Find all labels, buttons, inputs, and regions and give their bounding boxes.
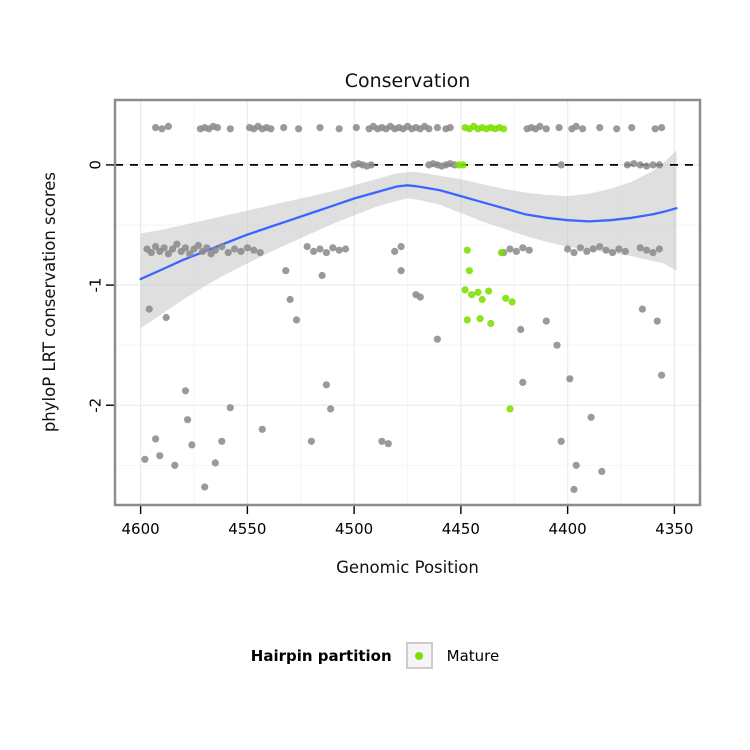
legend: Hairpin partition Mature bbox=[0, 642, 750, 669]
svg-text:4550: 4550 bbox=[228, 520, 266, 538]
svg-text:4600: 4600 bbox=[122, 520, 160, 538]
svg-text:0: 0 bbox=[87, 160, 105, 170]
mature-point-swatch bbox=[415, 651, 424, 660]
svg-text:4350: 4350 bbox=[655, 520, 693, 538]
legend-item-label: Mature bbox=[446, 646, 500, 665]
y-axis-label-text: phyloP LRT conservation scores bbox=[39, 172, 59, 433]
svg-text:4450: 4450 bbox=[442, 520, 480, 538]
plot-panel: 4600 4550 4500 4450 4400 4350 0 -1 -2 bbox=[87, 98, 702, 538]
svg-text:-2: -2 bbox=[87, 398, 105, 413]
y-axis-label: phyloP LRT conservation scores bbox=[32, 100, 66, 505]
svg-text:4500: 4500 bbox=[335, 520, 373, 538]
x-axis-label: Genomic Position bbox=[336, 558, 479, 577]
svg-text:4400: 4400 bbox=[549, 520, 587, 538]
legend-title: Hairpin partition bbox=[250, 646, 392, 665]
chart-title: Conservation bbox=[344, 70, 471, 92]
svg-text:-1: -1 bbox=[87, 278, 105, 293]
legend-key bbox=[405, 642, 433, 669]
